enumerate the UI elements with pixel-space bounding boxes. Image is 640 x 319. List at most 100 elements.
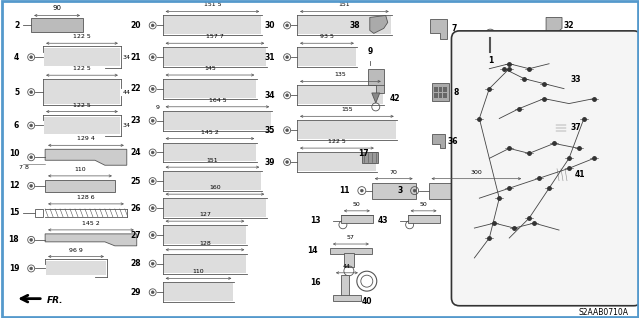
Text: 14: 14	[307, 247, 318, 256]
Text: 93 5: 93 5	[320, 34, 334, 39]
Circle shape	[360, 189, 364, 192]
Bar	[44, 80, 120, 104]
Text: 16: 16	[310, 278, 321, 287]
Bar	[431, 83, 449, 101]
Text: 34: 34	[123, 123, 131, 128]
Text: 3: 3	[397, 186, 403, 195]
Text: 164 5: 164 5	[209, 98, 226, 103]
Text: 151: 151	[207, 158, 218, 163]
Text: S2AAB0710A: S2AAB0710A	[579, 308, 628, 317]
Circle shape	[151, 180, 154, 182]
Text: 128: 128	[199, 241, 211, 246]
Text: 151: 151	[339, 3, 350, 7]
Text: 10: 10	[9, 149, 19, 158]
Circle shape	[151, 87, 154, 91]
Circle shape	[151, 24, 154, 27]
Bar	[164, 144, 256, 161]
Bar	[164, 255, 246, 273]
Text: 96 9: 96 9	[69, 248, 83, 253]
Circle shape	[29, 91, 33, 94]
Text: 13: 13	[310, 216, 321, 225]
Bar	[444, 93, 447, 98]
Text: 160: 160	[209, 185, 221, 190]
Bar	[341, 275, 349, 299]
Text: 17: 17	[358, 149, 369, 158]
Bar	[438, 93, 442, 98]
Text: 127: 127	[199, 212, 211, 217]
Bar	[164, 283, 234, 301]
Text: 2: 2	[14, 21, 19, 30]
Bar	[444, 87, 447, 92]
Bar	[298, 86, 383, 104]
Bar	[429, 183, 524, 199]
Bar	[408, 215, 440, 223]
Text: 128 6: 128 6	[77, 195, 95, 200]
Text: 20: 20	[130, 21, 141, 30]
Bar	[44, 116, 120, 134]
Bar	[46, 262, 106, 275]
Bar	[298, 17, 390, 34]
Text: 27: 27	[130, 231, 141, 240]
Bar	[330, 248, 372, 254]
Text: 7: 7	[451, 24, 457, 33]
Text: 157 7: 157 7	[206, 34, 224, 39]
Bar	[555, 167, 571, 183]
Text: 1: 1	[488, 56, 493, 65]
Circle shape	[151, 234, 154, 237]
Text: 34: 34	[265, 91, 275, 100]
Bar	[298, 121, 396, 139]
Circle shape	[151, 207, 154, 210]
Text: 44: 44	[123, 90, 131, 95]
Text: 18: 18	[8, 235, 19, 244]
Text: 155: 155	[341, 107, 353, 112]
Circle shape	[285, 160, 289, 164]
Text: 35: 35	[265, 126, 275, 135]
Text: 43: 43	[377, 216, 388, 225]
Bar	[45, 180, 115, 192]
Text: 50: 50	[420, 202, 428, 207]
Text: 110: 110	[193, 269, 204, 274]
Bar	[164, 226, 246, 244]
Circle shape	[413, 189, 416, 192]
Text: 145 2: 145 2	[82, 221, 100, 226]
Text: 28: 28	[130, 259, 141, 268]
Text: 122 5: 122 5	[73, 34, 91, 39]
Bar	[433, 87, 438, 92]
Text: 8: 8	[454, 88, 459, 97]
Text: 122 5: 122 5	[73, 66, 91, 71]
Bar	[164, 48, 266, 66]
Text: 50: 50	[353, 202, 361, 207]
Bar	[164, 199, 266, 217]
Polygon shape	[555, 120, 567, 134]
Bar	[164, 80, 256, 98]
Text: 44: 44	[343, 264, 351, 269]
Polygon shape	[555, 72, 568, 86]
Polygon shape	[372, 93, 380, 103]
Bar	[438, 87, 442, 92]
Polygon shape	[45, 149, 127, 165]
Circle shape	[285, 56, 289, 59]
Bar	[344, 253, 354, 267]
Text: 32: 32	[564, 21, 575, 30]
Text: 11: 11	[339, 186, 350, 195]
Text: 12: 12	[9, 182, 19, 190]
Text: 19: 19	[9, 264, 19, 273]
Polygon shape	[362, 152, 378, 163]
Text: 36: 36	[447, 137, 458, 146]
Text: 9: 9	[367, 47, 372, 56]
Text: 145: 145	[204, 66, 216, 71]
Text: 22: 22	[130, 85, 141, 93]
Bar	[35, 209, 43, 217]
Circle shape	[151, 151, 154, 154]
Polygon shape	[546, 18, 562, 33]
Text: 21: 21	[130, 53, 141, 62]
Text: 37: 37	[571, 122, 582, 131]
Text: 29: 29	[130, 288, 141, 297]
Circle shape	[285, 24, 289, 27]
Text: 122 5: 122 5	[73, 103, 91, 108]
Bar	[341, 215, 372, 223]
Bar	[333, 295, 361, 301]
Polygon shape	[486, 52, 494, 60]
Text: 300: 300	[470, 170, 482, 175]
Text: 57: 57	[347, 235, 355, 240]
